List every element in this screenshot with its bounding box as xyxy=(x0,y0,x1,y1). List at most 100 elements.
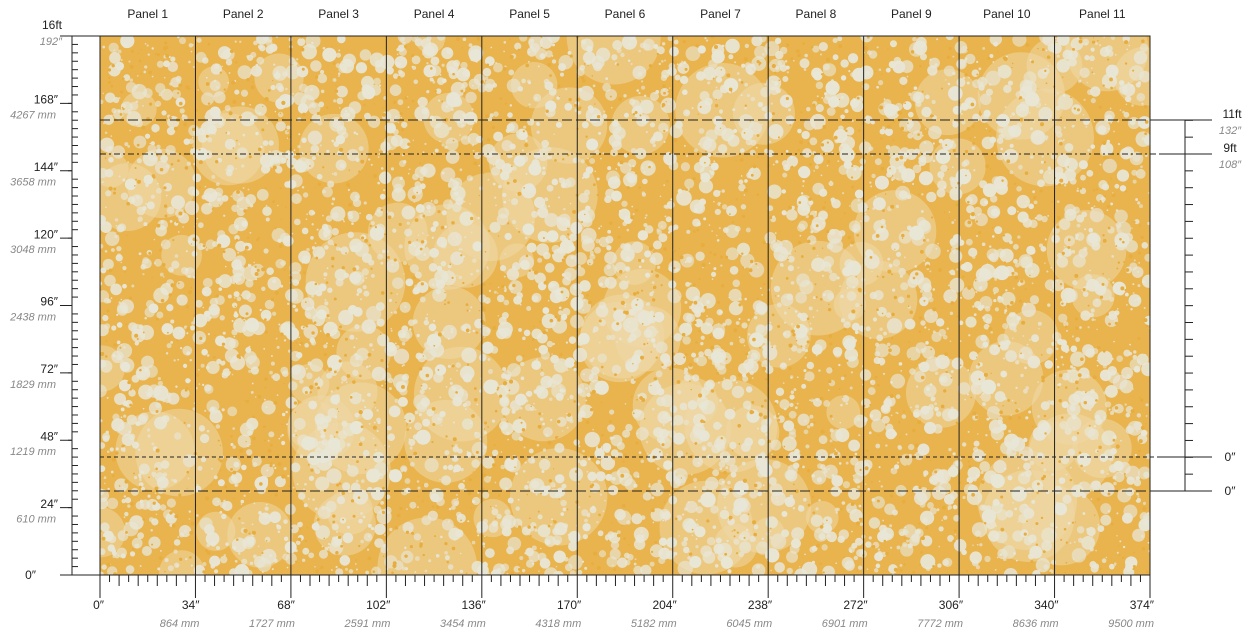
texture-cell xyxy=(975,364,980,369)
texture-cell xyxy=(864,213,867,215)
texture-cell xyxy=(907,132,914,139)
texture-cell xyxy=(655,370,663,378)
texture-cell xyxy=(960,45,969,54)
texture-cell xyxy=(124,142,129,147)
texture-cell xyxy=(1110,452,1113,455)
texture-cell xyxy=(818,369,821,372)
texture-cell xyxy=(649,291,654,297)
texture-cell xyxy=(1144,154,1148,158)
texture-cell xyxy=(392,73,399,79)
texture-cell xyxy=(979,543,983,547)
texture-cell xyxy=(968,334,971,337)
texture-cell xyxy=(493,111,499,117)
texture-cell xyxy=(750,96,756,102)
texture-cell xyxy=(1031,479,1044,492)
texture-cell xyxy=(642,178,648,185)
texture-cell xyxy=(643,171,646,174)
texture-cell xyxy=(748,261,765,278)
texture-cell xyxy=(231,373,234,376)
texture-cell xyxy=(584,518,588,523)
texture-cell xyxy=(291,193,302,204)
texture-cell xyxy=(255,131,259,136)
texture-cell xyxy=(837,160,840,163)
texture-cell xyxy=(928,328,930,331)
texture-cell xyxy=(537,524,551,538)
texture-cell xyxy=(1092,298,1102,308)
texture-cell xyxy=(233,335,236,338)
texture-cell xyxy=(631,219,634,221)
texture-cell xyxy=(206,360,220,375)
texture-cell xyxy=(582,384,585,387)
texture-cell xyxy=(1114,471,1125,483)
texture-cell xyxy=(884,395,896,407)
texture-cell xyxy=(712,469,720,477)
texture-cell xyxy=(605,235,614,244)
texture-cell xyxy=(135,366,151,381)
texture-cell xyxy=(249,561,254,566)
texture-cell xyxy=(676,190,692,206)
texture-cell xyxy=(301,186,305,189)
texture-cell xyxy=(538,570,540,572)
texture-cell xyxy=(835,428,850,443)
texture-cell xyxy=(886,318,903,334)
texture-cell xyxy=(668,62,676,70)
texture-cell xyxy=(989,136,997,144)
texture-cell xyxy=(494,196,497,199)
texture-cell xyxy=(858,504,862,508)
texture-cell xyxy=(872,197,886,211)
texture-cell xyxy=(487,358,491,361)
texture-cell xyxy=(122,266,127,271)
texture-cell xyxy=(526,242,537,253)
texture-cell xyxy=(876,306,887,317)
texture-cell xyxy=(815,104,824,113)
texture-cell xyxy=(133,135,147,149)
texture-cell xyxy=(634,105,643,113)
texture-cell xyxy=(142,407,145,410)
texture-cell xyxy=(869,291,878,300)
texture-cell xyxy=(319,69,325,75)
texture-cell xyxy=(129,551,136,557)
texture-cell xyxy=(623,317,639,333)
texture-cell xyxy=(705,39,709,42)
texture-cell xyxy=(476,403,479,406)
texture-cell xyxy=(179,37,187,45)
texture-cell xyxy=(311,223,314,226)
texture-cell xyxy=(859,522,864,526)
texture-cell xyxy=(414,271,422,279)
texture-cell xyxy=(642,491,652,501)
texture-cell xyxy=(1115,222,1122,228)
texture-cell xyxy=(624,303,627,306)
texture-cell xyxy=(1063,321,1069,327)
texture-cell xyxy=(782,172,788,178)
texture-cell xyxy=(531,360,542,370)
texture-cell xyxy=(949,249,963,263)
texture-cell xyxy=(147,144,157,154)
texture-cell xyxy=(712,163,715,166)
texture-cell xyxy=(508,280,523,294)
texture-cell xyxy=(483,475,491,483)
texture-cell xyxy=(594,149,600,155)
texture-cell xyxy=(951,221,955,224)
texture-cell xyxy=(973,169,976,172)
texture-cell xyxy=(993,41,999,47)
texture-cell xyxy=(1089,269,1091,272)
texture-cell xyxy=(711,360,716,365)
texture-cell xyxy=(1096,194,1104,202)
texture-cell xyxy=(786,550,799,563)
texture-cell xyxy=(1082,291,1089,297)
texture-cell xyxy=(1071,249,1076,254)
texture-cell xyxy=(428,559,432,563)
texture-cell xyxy=(455,362,462,368)
texture-cell xyxy=(1109,107,1112,110)
texture-cell xyxy=(696,221,701,227)
texture-cell xyxy=(725,466,729,470)
texture-cell xyxy=(365,570,370,575)
texture-cell xyxy=(948,447,952,452)
texture-cell xyxy=(143,222,148,227)
texture-cell xyxy=(656,435,665,444)
texture-cell xyxy=(695,506,703,514)
texture-cell xyxy=(868,146,874,151)
texture-cell xyxy=(826,107,836,116)
texture-cell xyxy=(259,308,262,312)
texture-cell xyxy=(734,225,741,232)
